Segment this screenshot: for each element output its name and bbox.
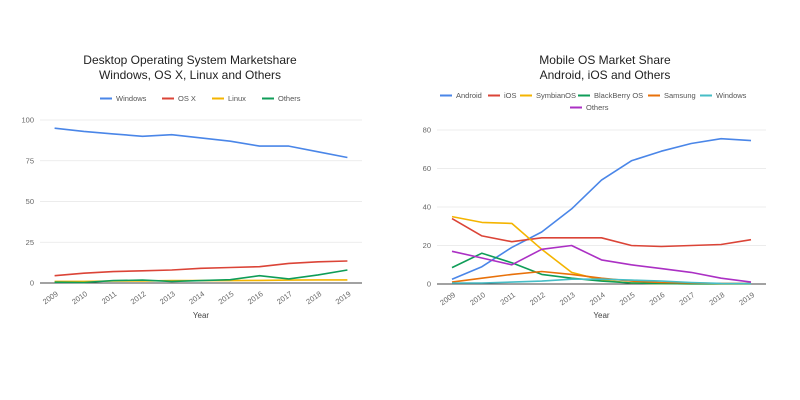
chart1-series-line-3 [54, 269, 348, 284]
chart2-series-line-0 [451, 137, 752, 280]
chart1-legend-label-3: Others [278, 94, 301, 103]
chart2-x-axis-title: Year [593, 311, 610, 320]
chart1-xtick-2: 2011 [100, 289, 118, 306]
chart1-x-axis-title: Year [193, 311, 210, 320]
chart2-subtitle: Android, iOS and Others [540, 68, 671, 82]
chart2-xtick-2: 2011 [499, 290, 517, 307]
chart1-ytick-1: 25 [26, 238, 34, 247]
chart2-xtick-0: 2009 [438, 290, 457, 307]
chart1-title: Desktop Operating System Marketshare [83, 53, 297, 67]
chart1-xtick-0: 2009 [41, 289, 60, 306]
chart2-ytick-2: 40 [423, 203, 431, 212]
chart1-xtick-8: 2017 [275, 289, 294, 306]
chart1-xtick-10: 2019 [334, 289, 353, 306]
chart2-legend-label-3: BlackBerry OS [594, 91, 643, 100]
chart2-xtick-5: 2014 [588, 290, 607, 307]
chart1-ytick-3: 75 [26, 156, 34, 165]
chart2-xtick-8: 2017 [678, 290, 697, 307]
chart1-xtick-5: 2014 [187, 289, 206, 306]
chart2-xtick-10: 2019 [737, 290, 756, 307]
chart1-xtick-7: 2016 [246, 289, 265, 306]
chart1-subtitle: Windows, OS X, Linux and Others [99, 68, 281, 82]
chart2-legend-label-4: Samsung [664, 91, 696, 100]
chart1-ytick-0: 0 [30, 279, 34, 288]
chart2-xtick-9: 2018 [707, 290, 726, 307]
chart2-xtick-6: 2015 [618, 290, 637, 307]
chart2-ytick-0: 0 [427, 280, 431, 289]
chart1-xtick-1: 2010 [70, 289, 89, 306]
chart1-xtick-9: 2018 [304, 289, 323, 306]
chart1-ytick-2: 50 [26, 197, 34, 206]
chart2-legend-label-1: iOS [504, 91, 517, 100]
chart2-xtick-1: 2010 [468, 290, 487, 307]
chart2-series-line-6 [451, 244, 752, 283]
chart2-ytick-3: 60 [423, 164, 431, 173]
chart2-xtick-4: 2013 [558, 290, 577, 307]
chart2-xtick-7: 2016 [648, 290, 667, 307]
chart1-series-line-0 [54, 127, 348, 159]
chart1-ytick-4: 100 [21, 116, 34, 125]
chart2-ytick-4: 80 [423, 126, 431, 135]
chart2-legend-label-0: Android [456, 91, 482, 100]
chart1-xtick-4: 2013 [158, 289, 177, 306]
chart2-series-line-2 [451, 215, 751, 285]
chart2-series-line-1 [451, 217, 752, 248]
chart1-series-line-1 [54, 260, 348, 277]
chart2-legend-label-2: SymbianOS [536, 91, 576, 100]
chart1-legend-label-0: Windows [116, 94, 147, 103]
chart2-legend-label-5: Windows [716, 91, 747, 100]
chart2-legend-label-6: Others [586, 103, 609, 112]
chart2-ytick-1: 20 [423, 241, 431, 250]
chart2-title: Mobile OS Market Share [539, 53, 671, 67]
chart2-xtick-3: 2012 [528, 290, 547, 307]
chart1-legend-label-1: OS X [178, 94, 196, 103]
chart1-legend-label-2: Linux [228, 94, 246, 103]
chart1-xtick-6: 2015 [217, 289, 236, 306]
chart2-series-line-5 [452, 278, 752, 285]
chart1-xtick-3: 2012 [129, 289, 148, 306]
